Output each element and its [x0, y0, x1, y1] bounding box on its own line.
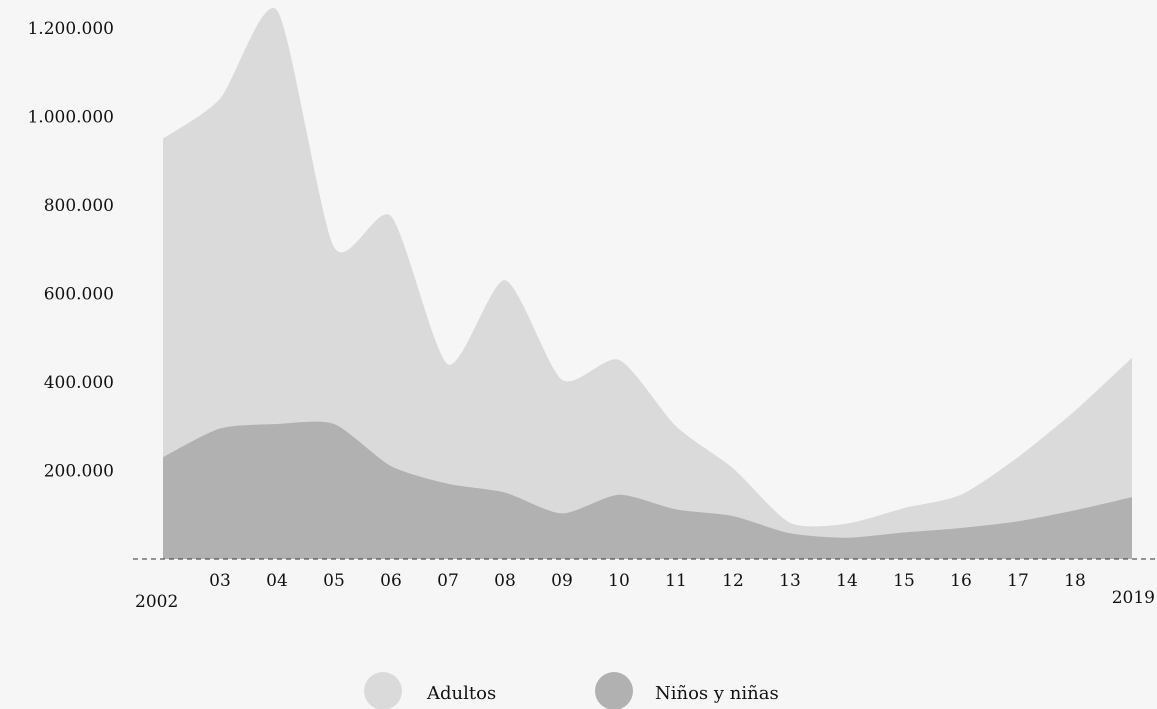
- y-tick-label: 800.000: [44, 196, 114, 216]
- x-tick-label: 10: [608, 571, 630, 591]
- x-tick-label: 05: [323, 571, 345, 591]
- area-series-ninos-y-ninas: [163, 421, 1132, 559]
- x-tick-label: 15: [893, 571, 915, 591]
- legend-swatch-ninos-y-ninas: [595, 672, 633, 709]
- y-axis-tick-labels: 200.000 400.000 600.000 800.000 1.000.000 1.2…: [27, 19, 114, 482]
- y-tick-label: 1.000.000: [27, 108, 114, 128]
- x-axis-tick-labels: 2002 03 04 05 06 07 08 09 10 11 12 13 14 15 16 17 18 2019: [135, 571, 1155, 612]
- x-tick-label: 08: [494, 571, 516, 591]
- legend-item-adultos: Adultos: [364, 672, 496, 709]
- legend-item-ninos-y-ninas: Niños y niñas: [595, 672, 779, 709]
- area-series-adultos: [163, 8, 1132, 560]
- legend-swatch-adultos: [364, 672, 402, 709]
- x-tick-label: 13: [779, 571, 801, 591]
- legend-label-ninos-y-ninas: Niños y niñas: [655, 683, 779, 704]
- x-tick-label: 04: [266, 571, 288, 591]
- x-tick-label: 18: [1064, 571, 1086, 591]
- chart-areas: [163, 8, 1132, 560]
- x-tick-label: 2019: [1112, 588, 1155, 608]
- x-tick-label: 17: [1007, 571, 1029, 591]
- x-tick-label: 2002: [135, 592, 178, 612]
- x-tick-label: 14: [836, 571, 858, 591]
- x-tick-label: 06: [380, 571, 402, 591]
- legend-label-adultos: Adultos: [426, 683, 496, 704]
- x-tick-label: 16: [950, 571, 972, 591]
- x-tick-label: 03: [209, 571, 231, 591]
- x-tick-label: 12: [722, 571, 744, 591]
- x-tick-label: 11: [665, 571, 687, 591]
- y-tick-label: 600.000: [44, 285, 114, 305]
- x-tick-label: 07: [437, 571, 459, 591]
- y-tick-label: 1.200.000: [27, 19, 114, 39]
- x-tick-label: 09: [551, 571, 573, 591]
- y-tick-label: 200.000: [44, 462, 114, 482]
- y-tick-label: 400.000: [44, 373, 114, 393]
- legend: Adultos Niños y niñas: [364, 672, 779, 709]
